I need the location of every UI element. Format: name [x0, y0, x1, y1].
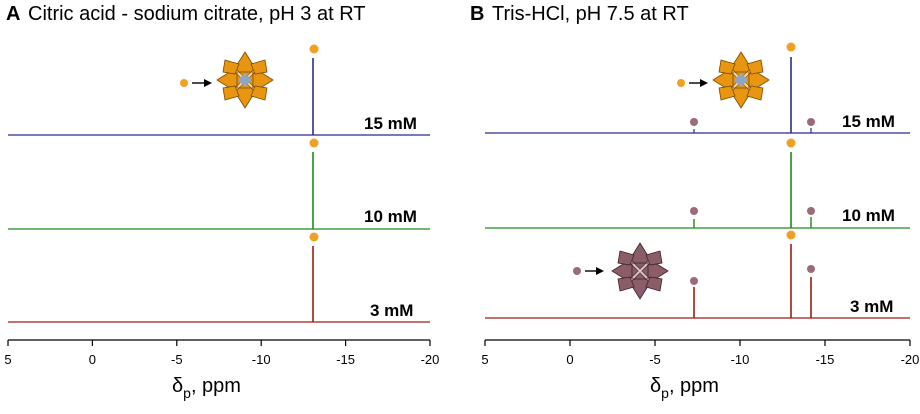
panel-a-3mm-marker	[309, 232, 319, 242]
panel-b-3mm-label: 3 mM	[850, 297, 893, 316]
panel-a-tick-label-5: -20	[421, 352, 440, 367]
panel-b-title: Tris-HCl, pH 7.5 at RT	[492, 3, 689, 25]
panel-a-tick-label-2: -5	[171, 352, 183, 367]
panel-b-tick-label-0: 5	[481, 352, 488, 367]
panel-a-tick-label-1: 0	[89, 352, 96, 367]
panel-b-3mm-mauve-marker-1	[690, 277, 698, 285]
panel-a-xlabel: δp, ppm	[172, 375, 241, 401]
panel-a-ticks: 5 0 -5 -10 -15 -20	[4, 340, 439, 367]
panel-b-3mm-mauve-marker-2	[807, 265, 815, 273]
panel-b-15mm-orange-marker	[786, 42, 796, 52]
panel-a-tick-label-3: -10	[252, 352, 271, 367]
panel-a-15mm-label: 15 mM	[364, 114, 417, 133]
mauve-polyoxometalate-icon	[611, 242, 669, 300]
panel-b-orange-cluster-marker	[677, 79, 685, 87]
panel-b-10mm-label: 10 mM	[842, 206, 895, 225]
panel-b-15mm-mauve-marker-2	[807, 118, 815, 126]
panel-b-xlabel: δp, ppm	[650, 375, 719, 401]
panel-b-mauve-arrowhead	[596, 267, 604, 275]
panel-a: A Citric acid - sodium citrate, pH 3 at …	[4, 3, 439, 401]
panel-a-3mm-label: 3 mM	[370, 301, 413, 320]
panel-b-10mm-mauve-marker-1	[690, 207, 698, 215]
panel-b-15mm-mauve-marker-1	[690, 118, 698, 126]
panel-a-tick-label-4: -15	[336, 352, 355, 367]
panel-b-10mm-mauve-marker-2	[807, 207, 815, 215]
panel-a-letter: A	[6, 3, 20, 25]
panel-b-letter: B	[470, 3, 484, 25]
panel-a-tick-label-0: 5	[4, 352, 11, 367]
panel-a-15mm-marker	[309, 44, 319, 54]
panel-b-15mm-label: 15 mM	[842, 112, 895, 131]
panel-b-tick-label-2: -5	[649, 352, 661, 367]
panel-a-arrowhead	[204, 79, 212, 87]
panel-a-title: Citric acid - sodium citrate, pH 3 at RT	[28, 3, 366, 25]
panel-b-tick-label-1: 0	[566, 352, 573, 367]
orange-polyoxometalate-icon	[216, 51, 274, 109]
panel-b-10mm-orange-marker	[786, 138, 796, 148]
panel-b-ticks: 5 0 -5 -10 -15 -20	[481, 340, 919, 367]
panel-b-3mm-orange-marker	[786, 230, 796, 240]
panel-b: B Tris-HCl, pH 7.5 at RT 15 mM 10 mM 3 m…	[470, 3, 919, 401]
panel-b-tick-label-4: -15	[816, 352, 835, 367]
panel-b-orange-arrowhead	[700, 79, 708, 87]
panel-a-10mm-label: 10 mM	[364, 207, 417, 226]
panel-a-cluster-marker	[180, 79, 188, 87]
panel-b-tick-label-3: -10	[731, 352, 750, 367]
orange-polyoxometalate-icon	[712, 51, 770, 109]
panel-b-mauve-cluster-marker	[573, 267, 581, 275]
panel-b-tick-label-5: -20	[901, 352, 920, 367]
panel-a-10mm-marker	[309, 138, 319, 148]
